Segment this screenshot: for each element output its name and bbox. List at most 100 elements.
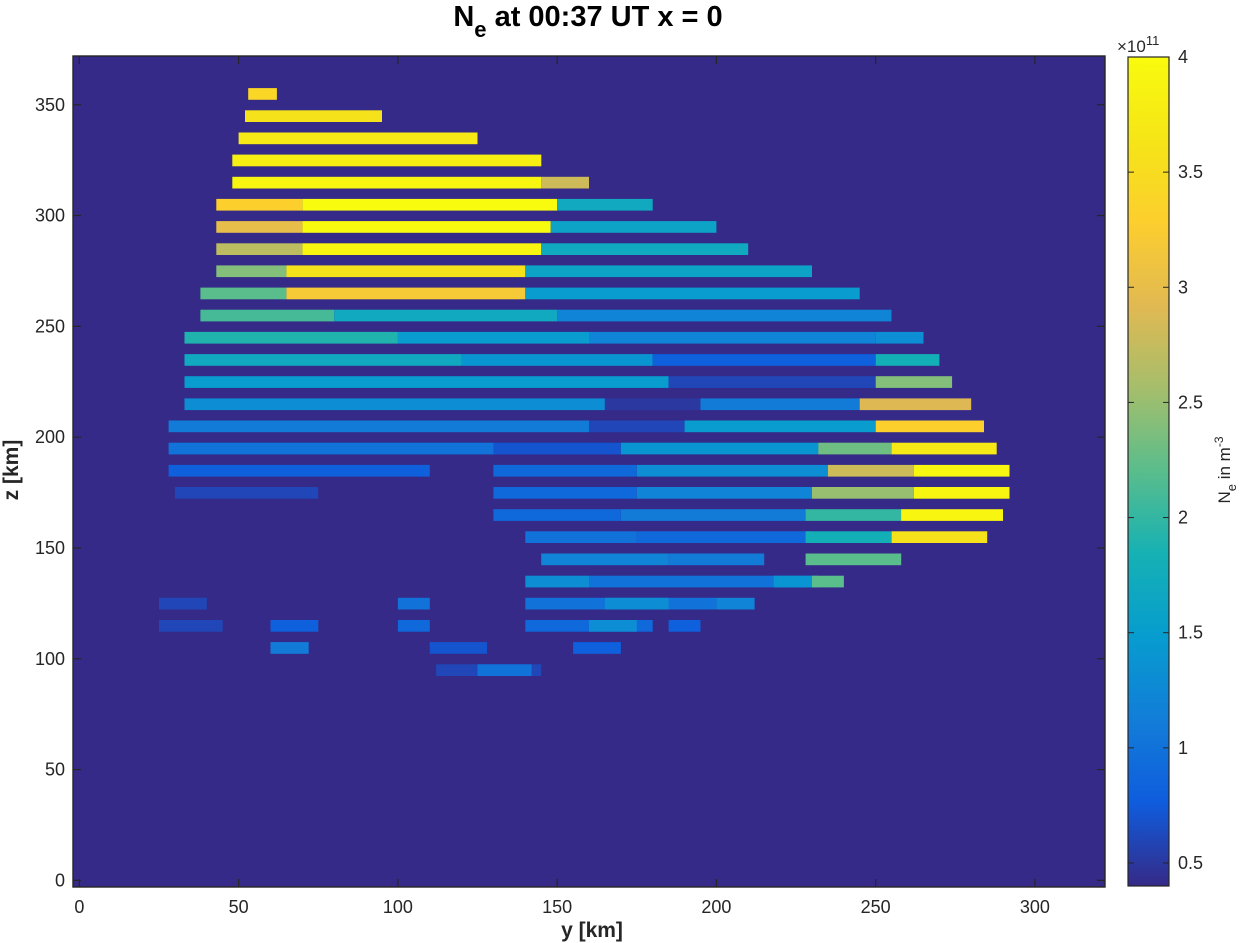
heatmap-cell	[913, 487, 1010, 499]
plot-frame	[72, 55, 1106, 888]
colorbar-tick-label: 1	[1178, 738, 1188, 758]
heatmap-cell	[636, 487, 812, 499]
heatmap-cell	[636, 531, 812, 543]
colorbar-tick-label: 1.5	[1178, 623, 1203, 643]
y-tick-label: 50	[45, 760, 65, 780]
heatmap-cell	[159, 620, 223, 632]
heatmap-cell	[525, 575, 589, 588]
heatmap-cell	[184, 376, 669, 388]
heatmap-cell	[493, 509, 621, 521]
heatmap-cell	[716, 597, 755, 610]
heatmap-cell	[461, 354, 653, 366]
heatmap-cell	[805, 553, 902, 566]
heatmap-cell	[397, 620, 430, 632]
heatmap-cell	[827, 464, 914, 477]
heatmap-cell	[818, 442, 892, 455]
y-tick-label: 100	[35, 649, 65, 669]
heatmap-cell	[541, 176, 589, 189]
heatmap-cell	[557, 198, 653, 211]
heatmap-cell	[248, 88, 277, 100]
heatmap-cell	[541, 243, 749, 255]
heatmap-cell	[270, 642, 309, 654]
heatmap-cell	[286, 265, 526, 278]
title-suffix: at 00:37 UT x = 0	[487, 1, 723, 33]
heatmap-cell	[652, 354, 876, 366]
colorbar-gradient	[1127, 56, 1170, 887]
colorbar-tick-label: 4	[1178, 47, 1188, 67]
heatmap-cell	[159, 597, 207, 610]
x-tick-label: 150	[542, 897, 572, 917]
heatmap-cell	[216, 243, 303, 255]
colorbar-tick-label: 3	[1178, 277, 1188, 297]
heatmap-cell	[891, 442, 997, 455]
heatmap-cell	[604, 398, 701, 411]
heatmap-cell	[541, 553, 669, 566]
y-tick-label: 250	[35, 316, 65, 336]
x-tick-label: 50	[229, 897, 249, 917]
heatmap-cell	[589, 620, 637, 632]
heatmap-cell	[334, 309, 558, 322]
heatmap-cell	[493, 442, 621, 455]
y-tick-label: 200	[35, 427, 65, 447]
heatmap-cell	[812, 487, 914, 499]
heatmap-cell	[238, 132, 478, 145]
colorbar: 0.5 1 1.5 2 2.5 3 3.5 4 ×1011 Ne in m-3	[1117, 33, 1239, 887]
heatmap-cell	[684, 420, 876, 433]
heatmap-cell	[270, 620, 319, 632]
y-tick-label: 350	[35, 95, 65, 115]
heatmap-cell	[168, 464, 430, 477]
y-tick-label: 300	[35, 206, 65, 226]
colorbar-tick-label: 3.5	[1178, 162, 1203, 182]
heatmap-cell	[200, 309, 335, 322]
colorbar-label: Ne in m-3	[1212, 436, 1239, 503]
heatmap-cell	[589, 331, 876, 344]
x-tick-label: 300	[1020, 897, 1050, 917]
plot-area	[73, 56, 1105, 887]
heatmap-cell	[525, 531, 637, 543]
heatmap-cell	[184, 398, 605, 411]
y-axis-ticks: 0 50 100 150 200 250 300 350	[35, 95, 1105, 890]
heatmap-cell	[875, 354, 940, 366]
title-prefix: N	[453, 1, 474, 33]
heatmap-cell	[232, 154, 542, 167]
title-subscript: e	[474, 17, 486, 42]
heatmap-cell	[477, 664, 532, 676]
heatmap-cell	[620, 442, 819, 455]
heatmap-cell	[589, 575, 812, 588]
chart-title: Ne at 00:37 UT x = 0	[453, 1, 722, 42]
colorbar-label-mid: in m	[1215, 447, 1234, 484]
heatmap-cell	[200, 287, 287, 300]
colorbar-tick-label: 2	[1178, 508, 1188, 528]
heatmap-cell	[891, 531, 988, 543]
colorbar-label-main: N	[1215, 491, 1234, 503]
heatmap-cell	[232, 176, 542, 189]
heatmap-cells	[159, 88, 1010, 676]
heatmap-cell	[245, 110, 382, 122]
colorbar-label-sup: -3	[1212, 436, 1226, 447]
x-tick-label: 250	[861, 897, 891, 917]
heatmap-cell	[604, 597, 669, 610]
heatmap-cell	[875, 376, 953, 388]
colorbar-tick-label: 0.5	[1178, 853, 1203, 873]
heatmap-cell	[184, 331, 398, 344]
heatmap-cell	[812, 575, 844, 588]
x-axis-label: y [km]	[561, 919, 623, 942]
heatmap-cell	[875, 420, 984, 433]
y-tick-label: 0	[55, 870, 65, 890]
heatmap-cell	[773, 575, 819, 588]
heatmap-cell	[668, 553, 765, 566]
heatmap-cell	[875, 331, 924, 344]
x-tick-label: 200	[701, 897, 731, 917]
heatmap-cell	[286, 287, 526, 300]
colorbar-tick-label: 2.5	[1178, 392, 1203, 412]
heatmap-cell	[805, 509, 902, 521]
y-tick-label: 150	[35, 538, 65, 558]
heatmap-cell	[397, 597, 430, 610]
heatmap-cell	[174, 487, 319, 499]
heatmap-cell	[397, 331, 589, 344]
heatmap-cell	[302, 221, 551, 233]
heatmap-cell	[525, 287, 860, 300]
heatmap-cell	[216, 198, 303, 211]
heatmap-cell	[168, 442, 494, 455]
